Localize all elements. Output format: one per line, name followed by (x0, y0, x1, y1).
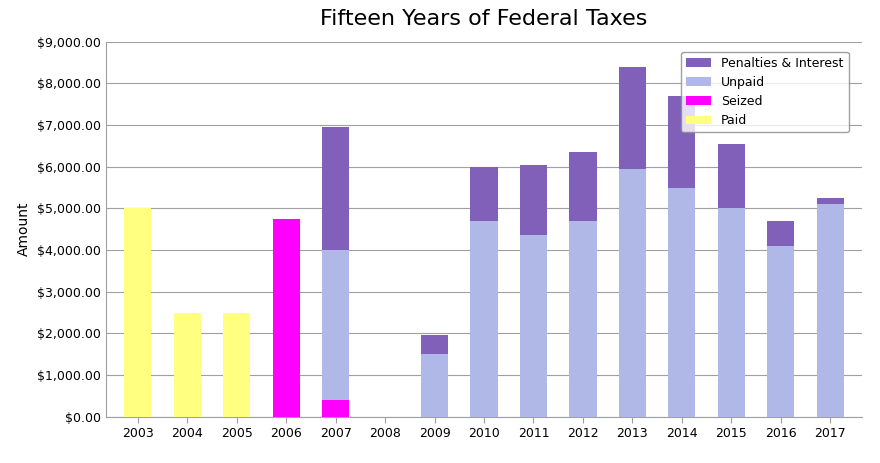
Bar (767, 246, 795, 417)
Bar (124, 208, 151, 417)
Bar (520, 235, 547, 417)
Bar (322, 250, 349, 400)
Bar (619, 67, 646, 169)
Bar (767, 221, 795, 246)
Bar (223, 313, 250, 417)
Bar (273, 219, 300, 417)
Bar (471, 167, 497, 221)
Bar (718, 208, 745, 417)
Bar (322, 400, 349, 417)
Bar (569, 221, 597, 417)
Legend: Penalties & Interest, Unpaid, Seized, Paid: Penalties & Interest, Unpaid, Seized, Pa… (681, 52, 848, 132)
Bar (817, 204, 844, 417)
Bar (421, 354, 448, 417)
Bar (718, 144, 745, 208)
Bar (569, 152, 597, 221)
Bar (668, 96, 695, 188)
Bar (173, 313, 201, 417)
Y-axis label: Amount: Amount (18, 202, 31, 257)
Bar (668, 188, 695, 417)
Bar (471, 221, 497, 417)
Bar (817, 198, 844, 204)
Bar (520, 164, 547, 235)
Bar (421, 335, 448, 354)
Bar (619, 169, 646, 417)
Title: Fifteen Years of Federal Taxes: Fifteen Years of Federal Taxes (320, 9, 648, 29)
Bar (322, 127, 349, 250)
